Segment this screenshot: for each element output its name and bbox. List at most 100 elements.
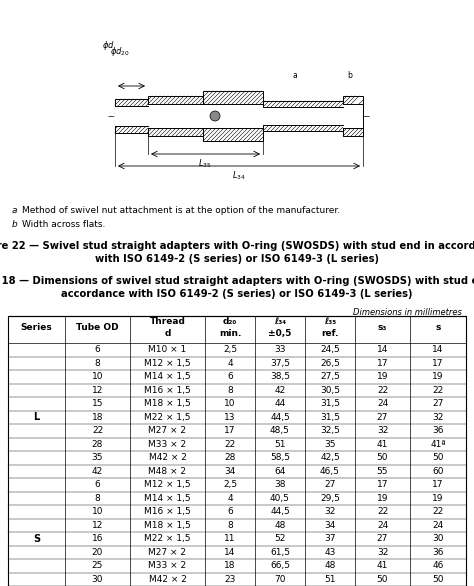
- Text: 43: 43: [324, 548, 336, 557]
- Bar: [148, 96, 203, 136]
- Text: 50: 50: [377, 453, 388, 462]
- Text: $\phi d$: $\phi d$: [101, 39, 114, 53]
- Text: 36: 36: [432, 426, 444, 435]
- Text: 17: 17: [224, 426, 236, 435]
- Text: M14 × 1,5: M14 × 1,5: [144, 494, 191, 503]
- Text: 20: 20: [92, 548, 103, 557]
- Text: 4: 4: [227, 359, 233, 368]
- Bar: [263, 101, 343, 131]
- Text: 6: 6: [95, 481, 100, 489]
- Text: 27: 27: [432, 399, 444, 408]
- Text: 70: 70: [274, 575, 286, 584]
- Text: M42 × 2: M42 × 2: [148, 453, 186, 462]
- Text: 32: 32: [324, 507, 336, 516]
- Text: 22: 22: [432, 507, 444, 516]
- Text: M12 × 1,5: M12 × 1,5: [144, 481, 191, 489]
- Text: 18: 18: [224, 561, 236, 570]
- Text: 28: 28: [224, 453, 236, 462]
- Text: M10 × 1: M10 × 1: [148, 345, 187, 355]
- Text: 10: 10: [92, 372, 103, 381]
- Text: a: a: [292, 71, 297, 80]
- Text: 12: 12: [92, 386, 103, 395]
- Text: ℓ₃₄
±0,5: ℓ₃₄ ±0,5: [268, 318, 292, 338]
- Text: Thread
d: Thread d: [150, 318, 185, 338]
- Text: 27: 27: [324, 481, 336, 489]
- Text: 64: 64: [274, 467, 286, 476]
- Text: 35: 35: [324, 440, 336, 449]
- Bar: [203, 104, 263, 128]
- Text: 31,5: 31,5: [320, 413, 340, 422]
- Text: M27 × 2: M27 × 2: [148, 426, 186, 435]
- Text: 44,5: 44,5: [270, 413, 290, 422]
- Text: 42: 42: [92, 467, 103, 476]
- Text: 34: 34: [224, 467, 236, 476]
- Text: L: L: [33, 412, 40, 423]
- Text: d₂₀
min.: d₂₀ min.: [219, 318, 241, 338]
- Text: 15: 15: [92, 399, 103, 408]
- Text: 37,5: 37,5: [270, 359, 290, 368]
- Text: 6: 6: [227, 372, 233, 381]
- Text: M14 × 1,5: M14 × 1,5: [144, 372, 191, 381]
- Text: 22: 22: [92, 426, 103, 435]
- Text: 61,5: 61,5: [270, 548, 290, 557]
- Text: 52: 52: [274, 534, 286, 543]
- Text: M22 × 1,5: M22 × 1,5: [144, 413, 191, 422]
- Text: 40,5: 40,5: [270, 494, 290, 503]
- Text: M18 × 1,5: M18 × 1,5: [144, 521, 191, 530]
- Text: 30: 30: [92, 575, 103, 584]
- Text: 2,5: 2,5: [223, 481, 237, 489]
- Bar: [343, 104, 363, 128]
- Text: 14: 14: [432, 345, 444, 355]
- Text: 30,5: 30,5: [320, 386, 340, 395]
- Bar: [100, 21, 380, 196]
- Text: 30: 30: [432, 534, 444, 543]
- Text: 6: 6: [227, 507, 233, 516]
- Text: 51: 51: [324, 575, 336, 584]
- Text: 17: 17: [377, 481, 388, 489]
- Text: 27,5: 27,5: [320, 372, 340, 381]
- Text: 10: 10: [224, 399, 236, 408]
- Text: 60: 60: [432, 467, 444, 476]
- Text: 14: 14: [377, 345, 388, 355]
- Text: 32,5: 32,5: [320, 426, 340, 435]
- Circle shape: [210, 111, 220, 121]
- Text: M22 × 1,5: M22 × 1,5: [144, 534, 191, 543]
- Text: 33: 33: [274, 345, 286, 355]
- Text: 4: 4: [227, 494, 233, 503]
- Text: Table 18 — Dimensions of swivel stud straight adapters with O-ring (SWOSDS) with: Table 18 — Dimensions of swivel stud str…: [0, 276, 474, 299]
- Text: 42: 42: [274, 386, 286, 395]
- Text: 2,5: 2,5: [223, 345, 237, 355]
- Text: 50: 50: [377, 575, 388, 584]
- Text: 27: 27: [377, 413, 388, 422]
- Bar: [263, 107, 343, 125]
- Text: 24,5: 24,5: [320, 345, 340, 355]
- Text: 23: 23: [224, 575, 236, 584]
- Text: 22: 22: [432, 386, 444, 395]
- Text: 6: 6: [95, 345, 100, 355]
- Text: 46: 46: [432, 561, 444, 570]
- Text: 8: 8: [227, 521, 233, 530]
- Text: Series: Series: [21, 323, 52, 332]
- Text: 19: 19: [377, 372, 388, 381]
- Text: 18: 18: [92, 413, 103, 422]
- Text: M16 × 1,5: M16 × 1,5: [144, 507, 191, 516]
- Bar: [203, 91, 263, 141]
- Text: 19: 19: [432, 494, 444, 503]
- Text: s₃: s₃: [378, 323, 387, 332]
- Text: 24: 24: [377, 521, 388, 530]
- Text: 51: 51: [274, 440, 286, 449]
- Text: 17: 17: [432, 359, 444, 368]
- Text: 12: 12: [92, 521, 103, 530]
- Text: Method of swivel nut attachment is at the option of the manufacturer.: Method of swivel nut attachment is at th…: [22, 206, 340, 215]
- Text: 14: 14: [224, 548, 236, 557]
- Text: b: b: [12, 220, 18, 229]
- Text: 46,5: 46,5: [320, 467, 340, 476]
- Text: 41: 41: [377, 561, 388, 570]
- Text: 22: 22: [224, 440, 236, 449]
- Bar: [115, 99, 148, 133]
- Bar: [8, 316, 466, 586]
- Text: M42 × 2: M42 × 2: [148, 575, 186, 584]
- Text: 48,5: 48,5: [270, 426, 290, 435]
- Text: 19: 19: [377, 494, 388, 503]
- Text: 41: 41: [377, 440, 388, 449]
